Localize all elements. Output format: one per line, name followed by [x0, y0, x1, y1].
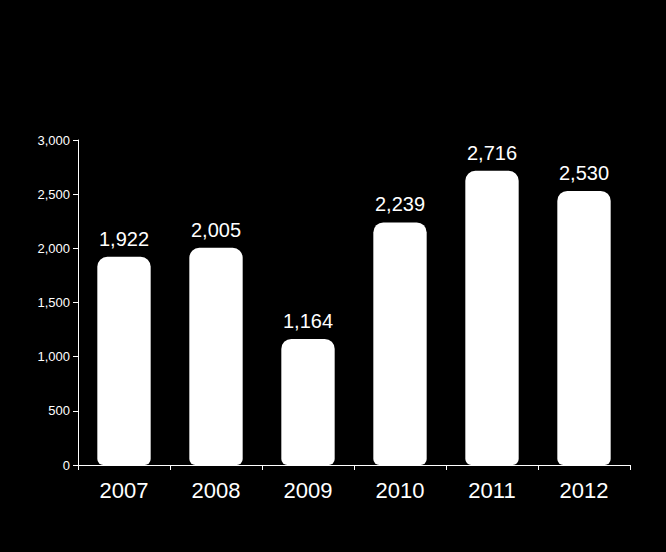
svg-text:1,500: 1,500: [37, 295, 70, 310]
svg-text:2010: 2010: [376, 478, 425, 503]
svg-text:2009: 2009: [284, 478, 333, 503]
svg-text:1,164: 1,164: [283, 310, 333, 332]
svg-text:2,500: 2,500: [37, 187, 70, 202]
svg-text:2,716: 2,716: [467, 142, 517, 164]
svg-text:2007: 2007: [100, 478, 149, 503]
svg-text:2,000: 2,000: [37, 241, 70, 256]
svg-text:2,239: 2,239: [375, 193, 425, 215]
svg-text:500: 500: [48, 403, 70, 418]
svg-text:2,005: 2,005: [191, 219, 241, 241]
svg-text:1,922: 1,922: [99, 228, 149, 250]
svg-text:2,530: 2,530: [559, 162, 609, 184]
svg-text:3,000: 3,000: [37, 133, 70, 148]
svg-text:1,000: 1,000: [37, 349, 70, 364]
svg-text:0: 0: [63, 458, 70, 473]
svg-text:2012: 2012: [560, 478, 609, 503]
svg-text:2011: 2011: [468, 478, 515, 503]
svg-text:2008: 2008: [192, 478, 241, 503]
